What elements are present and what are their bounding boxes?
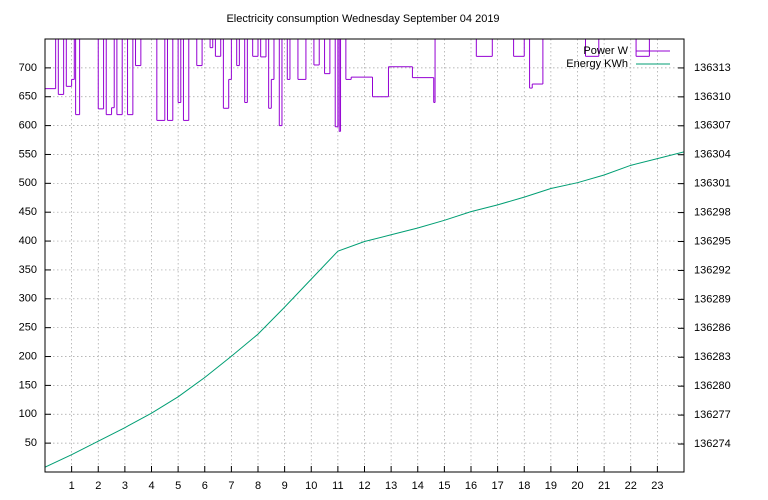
x-tick-label: 20 (571, 480, 583, 492)
x-tick-label: 23 (651, 480, 663, 492)
y2-tick-label: 136304 (694, 149, 731, 161)
y2-tick-label: 136313 (694, 62, 731, 74)
series-line (45, 151, 684, 468)
y2-tick-label: 136274 (694, 438, 731, 450)
y2-tick-label: 136295 (694, 235, 731, 247)
y2-tick-label: 136307 (694, 120, 731, 132)
y-tick-label: 50 (25, 437, 37, 449)
x-tick-label: 5 (175, 480, 181, 492)
y-tick-label: 400 (19, 235, 37, 247)
y2-tick-label: 136283 (694, 351, 731, 363)
grid (45, 39, 684, 472)
x-tick-label: 18 (518, 480, 530, 492)
x-tick-label: 22 (625, 480, 637, 492)
chart-title: Electricity consumption Wednesday Septem… (226, 13, 499, 25)
y2-tick-label: 136289 (694, 293, 731, 305)
y-tick-label: 600 (19, 120, 37, 132)
x-tick-label: 19 (545, 480, 557, 492)
x-tick-label: 16 (465, 480, 477, 492)
y2-tick-label: 136292 (694, 264, 731, 276)
y2-tick-label: 136298 (694, 206, 731, 218)
x-tick-label: 14 (412, 480, 424, 492)
x-tick-label: 2 (95, 480, 101, 492)
y2-tick-label: 136301 (694, 178, 731, 190)
x-tick-label: 11 (332, 480, 343, 492)
y-tick-label: 350 (19, 264, 37, 276)
plot-area (45, 39, 684, 468)
y2-tick-label: 136277 (694, 409, 731, 421)
y-tick-label: 150 (19, 379, 37, 391)
y-tick-label: 200 (19, 350, 37, 362)
x-tick-label: 17 (492, 480, 504, 492)
y-tick-label: 650 (19, 91, 37, 103)
x-tick-label: 21 (598, 480, 610, 492)
x-tick-label: 8 (255, 480, 261, 492)
y-tick-label: 450 (19, 206, 37, 218)
x-tick-label: 10 (305, 480, 317, 492)
x-tick-label: 13 (385, 480, 397, 492)
y2-tick-label: 136310 (694, 91, 731, 103)
x-tick-label: 3 (122, 480, 128, 492)
x-tick-label: 6 (202, 480, 208, 492)
legend-label: Energy KWh (566, 58, 628, 70)
x-tick-label: 1 (69, 480, 75, 492)
y-tick-label: 250 (19, 322, 37, 334)
y-tick-label: 500 (19, 177, 37, 189)
y-tick-label: 700 (19, 62, 37, 74)
y2-tick-label: 136286 (694, 322, 731, 334)
x-tick-label: 15 (438, 480, 450, 492)
x-tick-label: 4 (148, 480, 154, 492)
y-tick-label: 300 (19, 293, 37, 305)
x-tick-label: 12 (358, 480, 370, 492)
y-tick-label: 550 (19, 148, 37, 160)
x-tick-label: 7 (228, 480, 234, 492)
x-tick-label: 9 (282, 480, 288, 492)
y2-tick-label: 136280 (694, 380, 731, 392)
legend-label: Power W (583, 45, 628, 57)
y-tick-label: 100 (19, 408, 37, 420)
